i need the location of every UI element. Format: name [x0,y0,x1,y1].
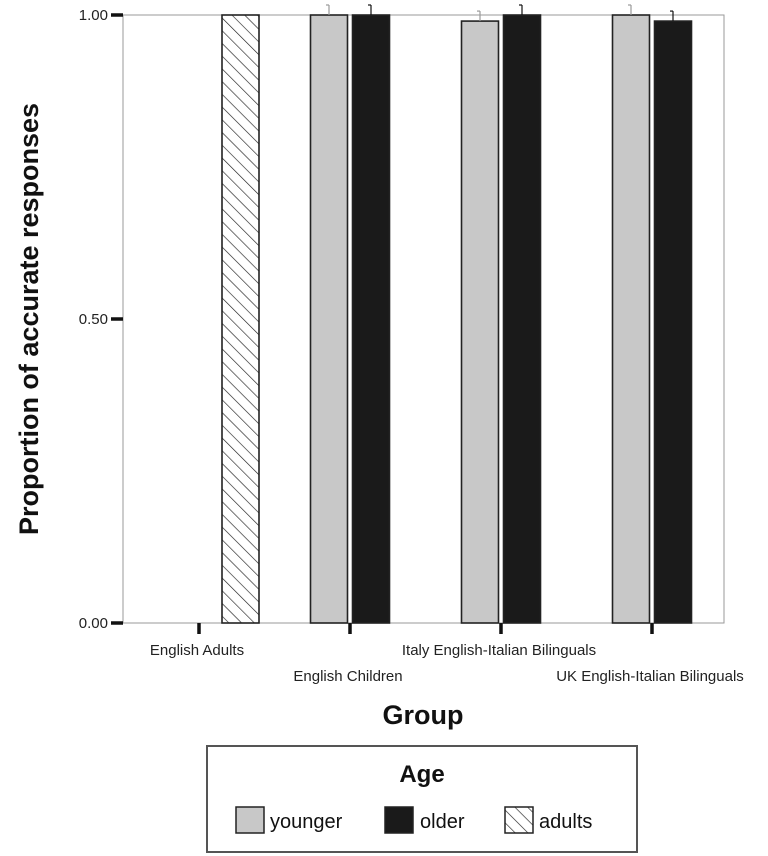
legend-swatch-older [384,806,414,834]
bar-younger [309,14,349,624]
legend-label-older: older [420,811,465,833]
legend-label-younger: younger [270,811,343,833]
bar-younger [611,14,651,624]
bars [221,4,693,624]
bar-adults [221,14,260,624]
x-tick-label: English Children [293,668,402,685]
legend-swatch-younger [235,806,265,834]
x-axis-title: Group [383,700,464,730]
legend-swatch-adults [504,806,534,834]
bar-younger [460,20,500,624]
y-tick-label: 0.50 [79,311,108,328]
legend: Age younger older adults [206,745,638,853]
legend-label-adults: adults [539,811,592,833]
x-tick-label: UK English-Italian Bilinguals [556,668,744,685]
bar-older [653,20,693,624]
bar-older [502,14,542,624]
legend-title: Age [399,761,444,788]
y-tick-label: 0.00 [79,615,108,632]
legend-box [206,745,638,853]
y-axis: 0.00 0.50 1.00 [79,7,123,632]
bar-older [351,14,391,624]
x-tick-label: Italy English-Italian Bilinguals [402,642,596,659]
y-tick-label: 1.00 [79,7,108,24]
x-tick-label: English Adults [150,642,244,659]
y-axis-title: Proportion of accurate responses [14,103,44,535]
